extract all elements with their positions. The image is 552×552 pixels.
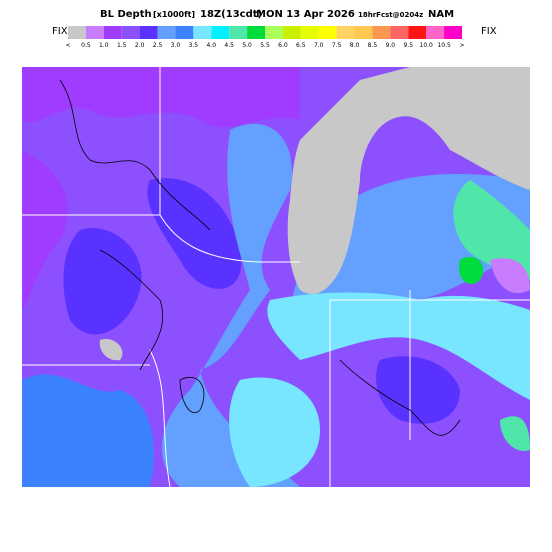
legend-label: 2.0 bbox=[135, 42, 145, 49]
legend-label: 5.5 bbox=[260, 42, 270, 49]
legend-label: 3.5 bbox=[189, 42, 199, 49]
legend-swatch bbox=[229, 26, 248, 39]
legend-swatch bbox=[121, 26, 140, 39]
model: NAM bbox=[428, 9, 454, 20]
legend-swatch bbox=[318, 26, 337, 39]
field-region bbox=[147, 178, 242, 289]
legend: <0.5 1.0 1.5 2.0 2.5 3.0 3.5 4.0 4.5 5.0 5.5 6.0 6.5… bbox=[65, 26, 465, 49]
legend-swatch bbox=[354, 26, 373, 39]
legend-left-tag: FIX bbox=[52, 26, 68, 37]
legend-swatch bbox=[211, 26, 230, 39]
field-region bbox=[376, 356, 460, 424]
legend-swatch bbox=[139, 26, 158, 39]
lake-michigan-land-mask bbox=[287, 67, 530, 294]
date: MON 13 Apr 2026 bbox=[256, 9, 355, 20]
field-region bbox=[267, 292, 530, 400]
legend-swatch bbox=[68, 26, 86, 39]
legend-swatch bbox=[265, 26, 283, 39]
map bbox=[22, 67, 530, 487]
legend-swatch bbox=[336, 26, 355, 39]
legend-label: 8.0 bbox=[350, 42, 360, 49]
forecast: 18hrFcst@0204z bbox=[358, 11, 423, 19]
field-region bbox=[459, 256, 484, 284]
legend-label: 6.5 bbox=[296, 42, 306, 49]
legend-swatch bbox=[408, 26, 427, 39]
legend-label: 6.0 bbox=[278, 42, 288, 49]
field-region bbox=[453, 180, 530, 280]
legend-label: 4.5 bbox=[224, 42, 234, 49]
legend-swatch bbox=[444, 26, 462, 39]
header: BL Depth [x1000ft] 18Z(13cdt) MON 13 Apr… bbox=[100, 9, 454, 20]
units: [x1000ft] bbox=[153, 10, 195, 19]
legend-label: 2.5 bbox=[153, 42, 163, 49]
field-region bbox=[500, 416, 530, 451]
legend-label: 1.5 bbox=[117, 42, 127, 49]
legend-label: 5.0 bbox=[242, 42, 252, 49]
legend-swatch bbox=[85, 26, 104, 39]
legend-swatch bbox=[372, 26, 391, 39]
legend-swatch bbox=[175, 26, 194, 39]
legend-swatch bbox=[157, 26, 176, 39]
legend-label: 3.0 bbox=[171, 42, 181, 49]
field-region bbox=[490, 258, 530, 294]
title: BL Depth bbox=[100, 9, 152, 20]
field-region bbox=[99, 339, 123, 361]
legend-swatch bbox=[300, 26, 319, 39]
state-borders bbox=[22, 67, 530, 487]
time: 18Z(13cdt) bbox=[200, 9, 262, 20]
field-region bbox=[63, 228, 142, 335]
legend-label: 8.5 bbox=[368, 42, 378, 49]
legend-label: 9.0 bbox=[386, 42, 396, 49]
legend-label: > bbox=[459, 42, 464, 49]
legend-label: 7.0 bbox=[314, 42, 324, 49]
legend-swatch bbox=[103, 26, 122, 39]
field-region bbox=[161, 123, 300, 487]
legend-label: 1.0 bbox=[99, 42, 109, 49]
legend-label: 4.0 bbox=[206, 42, 216, 49]
legend-swatch bbox=[426, 26, 445, 39]
legend-swatch bbox=[247, 26, 265, 39]
legend-label: 0.5 bbox=[81, 42, 91, 49]
legend-right-tag: FIX bbox=[481, 26, 497, 37]
county-contours bbox=[59, 79, 461, 436]
field-region bbox=[22, 374, 154, 487]
legend-label: 7.5 bbox=[332, 42, 342, 49]
legend-label: < bbox=[65, 42, 70, 49]
legend-swatch bbox=[282, 26, 301, 39]
legend-swatch bbox=[193, 26, 212, 39]
legend-label: 9.5 bbox=[403, 42, 413, 49]
field-region bbox=[22, 150, 68, 310]
legend-swatch bbox=[390, 26, 409, 39]
legend-label: 10.5 bbox=[437, 42, 451, 49]
legend-label: 10.0 bbox=[420, 42, 434, 49]
field-region bbox=[22, 67, 300, 128]
field-region bbox=[229, 377, 320, 487]
